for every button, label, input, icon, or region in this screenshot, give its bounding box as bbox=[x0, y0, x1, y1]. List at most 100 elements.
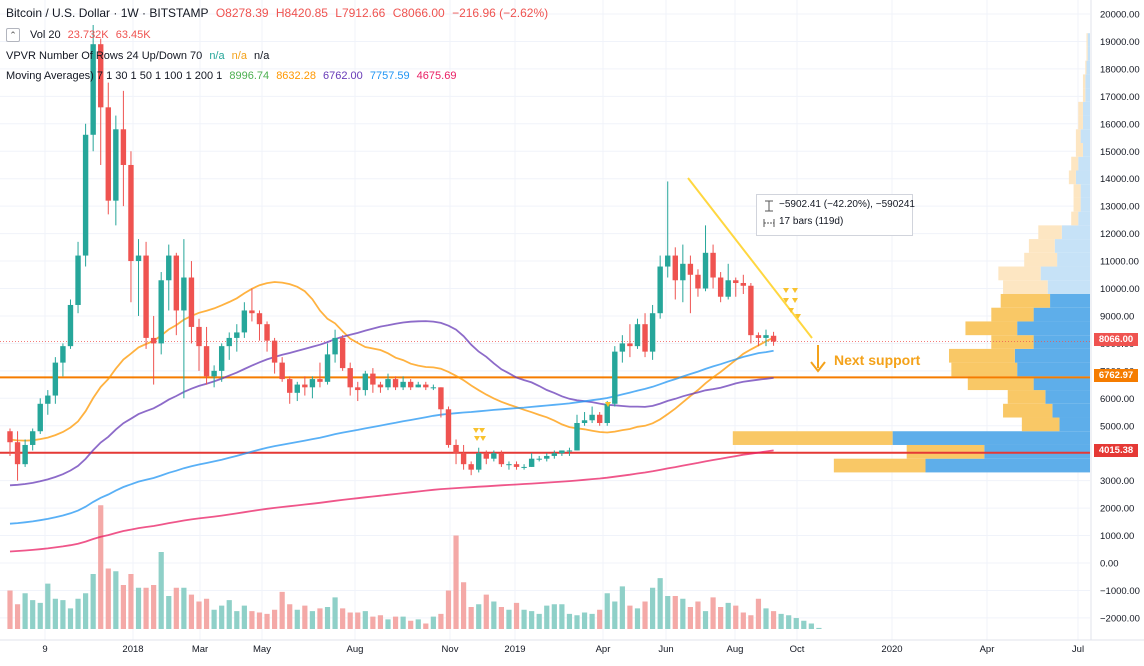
volume-bar bbox=[581, 612, 588, 629]
candle-body bbox=[453, 444, 459, 454]
y-tick-label: 6000.00 bbox=[1100, 394, 1134, 405]
candle-body bbox=[287, 379, 293, 393]
volume-bar bbox=[362, 611, 368, 629]
volume-bar bbox=[113, 571, 119, 629]
candle-body bbox=[566, 450, 573, 452]
volume-bar bbox=[627, 605, 633, 629]
volume-bar bbox=[755, 598, 762, 629]
volume-bar bbox=[143, 587, 149, 629]
volume-bar bbox=[158, 552, 164, 629]
vpvr-label: VPVR Number Of Rows 24 Up/Down 70 bbox=[6, 50, 203, 62]
ma-value-200: 4675.69 bbox=[416, 70, 457, 82]
candle-body bbox=[256, 313, 263, 325]
candle-body bbox=[173, 255, 180, 311]
volume-bar bbox=[332, 597, 338, 629]
y-tick-label: 18000.00 bbox=[1100, 64, 1140, 75]
signal-marker bbox=[605, 402, 611, 407]
volume-bar bbox=[324, 607, 331, 629]
candle-body bbox=[665, 255, 671, 267]
candle-body bbox=[702, 252, 709, 289]
volume-bar bbox=[83, 593, 89, 629]
volume-bar bbox=[264, 613, 270, 629]
candle-body bbox=[355, 387, 361, 391]
candle-body bbox=[717, 277, 724, 297]
signal-marker bbox=[792, 288, 798, 293]
legend-close: C8066.00 bbox=[392, 6, 445, 20]
ma-label: Moving Averages) 7 1 30 1 50 1 100 1 200… bbox=[6, 70, 223, 82]
candle-body bbox=[513, 464, 520, 467]
volume-bar bbox=[710, 597, 716, 629]
volume-bar bbox=[619, 586, 625, 629]
vpvr-up-bar bbox=[833, 458, 926, 473]
candle-body bbox=[551, 453, 558, 456]
vpvr-down-bar bbox=[1052, 403, 1090, 418]
symbol-title[interactable]: Bitcoin / U.S. Dollar · 1W · BITSTAMP bbox=[6, 6, 209, 20]
ma-30-line bbox=[9, 281, 775, 442]
volume-legend[interactable]: Vol 20 23.732K 63.45K bbox=[30, 29, 155, 41]
volume-bar bbox=[355, 612, 361, 629]
ma-value-7: 8996.74 bbox=[229, 70, 270, 82]
vpvr-up-bar bbox=[1021, 417, 1060, 432]
y-tick-label: 17000.00 bbox=[1100, 92, 1140, 103]
volume-bar bbox=[423, 623, 429, 629]
collapse-legend-button[interactable]: ⌃ bbox=[6, 28, 20, 42]
candle-body bbox=[483, 453, 489, 459]
volume-bar bbox=[279, 591, 285, 629]
vpvr-up-bar bbox=[967, 376, 1034, 391]
candle-body bbox=[249, 310, 255, 314]
volume-bar bbox=[14, 604, 21, 629]
candle-body bbox=[627, 343, 633, 347]
volume-bar bbox=[566, 613, 573, 629]
candle-body bbox=[196, 326, 202, 347]
vpvr-up-bar bbox=[1075, 143, 1083, 157]
volume-bar bbox=[287, 604, 293, 629]
volume-bar bbox=[687, 607, 693, 629]
vpvr-down-bar bbox=[1059, 417, 1090, 432]
volume-bar bbox=[521, 609, 527, 629]
volume-bar bbox=[763, 608, 769, 629]
range-icon bbox=[765, 200, 773, 212]
candle-body bbox=[218, 346, 225, 371]
volume-bar bbox=[778, 613, 784, 629]
candle-body bbox=[415, 384, 421, 388]
vpvr-up-bar bbox=[1007, 390, 1046, 404]
vpvr-legend[interactable]: VPVR Number Of Rows 24 Up/Down 70 n/a n/… bbox=[6, 50, 273, 62]
bars-icon bbox=[763, 219, 775, 227]
volume-bar bbox=[415, 619, 421, 629]
symbol-legend: Bitcoin / U.S. Dollar · 1W · BITSTAMP O8… bbox=[6, 6, 552, 20]
vpvr-down-bar bbox=[1014, 348, 1090, 363]
candle-body bbox=[438, 387, 444, 410]
candle-body bbox=[657, 266, 663, 314]
y-tick-label: 13000.00 bbox=[1100, 202, 1140, 213]
candle-body bbox=[430, 387, 437, 389]
volume-bar bbox=[650, 587, 656, 629]
volume-bar bbox=[740, 612, 746, 629]
volume-bar bbox=[188, 594, 195, 629]
candle-body bbox=[672, 255, 678, 281]
volume-bar bbox=[438, 613, 444, 629]
candle-body bbox=[120, 129, 127, 165]
volume-bar bbox=[7, 590, 13, 629]
vpvr-up-bar bbox=[1000, 293, 1051, 308]
volume-bar bbox=[52, 598, 58, 629]
moving-averages-legend[interactable]: Moving Averages) 7 1 30 1 50 1 100 1 200… bbox=[6, 70, 460, 82]
candle-body bbox=[680, 263, 686, 281]
vpvr-up-bar bbox=[1078, 101, 1083, 116]
vpvr-down-bar bbox=[1078, 211, 1090, 226]
volume-bar bbox=[234, 611, 240, 629]
vpvr-down-bar bbox=[1017, 362, 1090, 377]
volume-bar bbox=[612, 601, 618, 629]
vpvr-up-bar bbox=[991, 307, 1034, 322]
ma-value-30: 8632.28 bbox=[276, 70, 316, 82]
x-tick-label: Aug bbox=[727, 644, 744, 655]
signal-marker bbox=[783, 298, 789, 303]
volume-bar bbox=[256, 612, 263, 629]
candle-body bbox=[82, 134, 89, 256]
vpvr-down-bar bbox=[1087, 46, 1090, 61]
candle-body bbox=[181, 277, 187, 311]
candle-body bbox=[158, 280, 164, 344]
vpvr-down-bar bbox=[1075, 170, 1090, 185]
vpvr-up-bar bbox=[1086, 46, 1088, 61]
candle-body bbox=[45, 395, 51, 404]
